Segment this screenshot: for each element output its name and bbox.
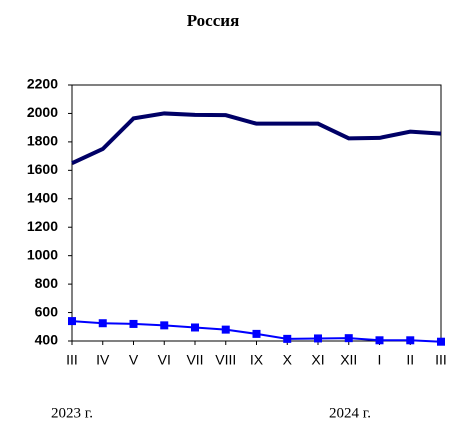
point-marker bbox=[191, 323, 199, 332]
series-line bbox=[71, 111, 442, 166]
y-tick-label: 1400 bbox=[27, 189, 58, 205]
point-marker bbox=[375, 336, 384, 345]
year-label: 2024 г. bbox=[329, 405, 371, 421]
point-marker bbox=[314, 334, 322, 343]
point-marker bbox=[283, 334, 292, 343]
x-tick-label: I bbox=[378, 352, 382, 368]
year-label: 2023 г. bbox=[51, 405, 93, 421]
x-tick-label: XII bbox=[340, 352, 357, 368]
y-tick-label: 2000 bbox=[27, 104, 58, 120]
x-tick-label: VIII bbox=[215, 352, 236, 368]
point-marker bbox=[129, 319, 138, 328]
chart-title: Россия bbox=[187, 11, 240, 30]
x-tick-label: VII bbox=[186, 352, 203, 368]
x-tick-label: XI bbox=[311, 352, 324, 368]
y-tick-label: 2200 bbox=[27, 76, 58, 92]
y-tick-label: 1000 bbox=[27, 246, 58, 262]
point-marker bbox=[160, 321, 169, 330]
point-marker bbox=[344, 334, 353, 343]
point-marker bbox=[98, 319, 107, 328]
x-tick-label: III bbox=[435, 352, 447, 368]
y-tick-label: 800 bbox=[35, 275, 59, 291]
y-tick-label: 1800 bbox=[27, 133, 58, 149]
x-tick-label: IV bbox=[96, 352, 110, 368]
x-tick-label: VI bbox=[158, 352, 171, 368]
y-tick-label: 600 bbox=[35, 303, 59, 319]
point-marker bbox=[68, 317, 76, 326]
x-tick-label: IX bbox=[250, 352, 264, 368]
x-tick-label: V bbox=[129, 352, 139, 368]
x-tick-label: III bbox=[66, 352, 78, 368]
y-tick-label: 400 bbox=[35, 332, 59, 348]
point-marker bbox=[221, 325, 230, 334]
x-tick-label: II bbox=[406, 352, 414, 368]
point-marker bbox=[437, 337, 445, 346]
y-tick-label: 1600 bbox=[27, 161, 58, 177]
point-marker bbox=[252, 329, 261, 338]
x-tick-label: X bbox=[283, 352, 293, 368]
point-marker bbox=[406, 336, 415, 345]
y-tick-label: 1200 bbox=[27, 218, 58, 234]
